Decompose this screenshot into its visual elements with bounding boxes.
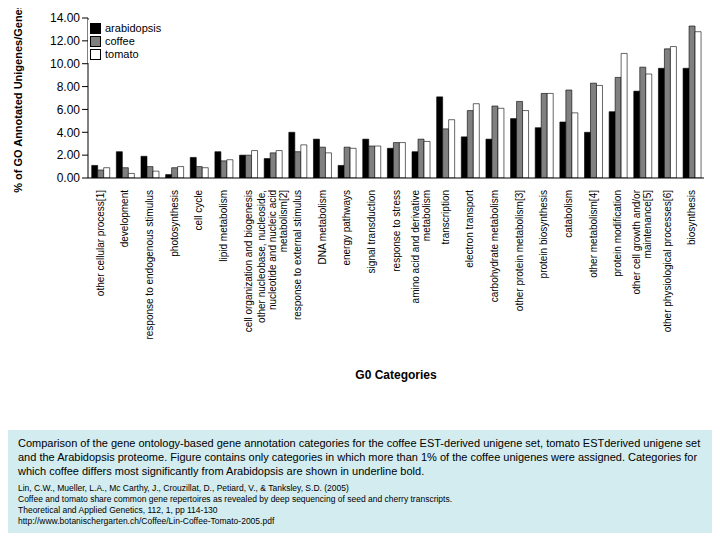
html-text:tomato: tomato xyxy=(105,48,139,60)
svg-text:14.00: 14.00 xyxy=(50,11,80,25)
svg-text:G0 Categories: G0 Categories xyxy=(355,368,437,382)
html-text:Theoretical and Applied Geneti: Theoretical and Applied Genetics, 112, 1… xyxy=(18,505,218,515)
svg-text:6.00: 6.00 xyxy=(57,103,81,117)
svg-text:cell organization and biogenes: cell organization and biogenesis xyxy=(243,190,254,332)
svg-text:amino acid and derivativemetab: amino acid and derivativemetabolism xyxy=(410,190,432,304)
svg-text:other physiological processes[: other physiological processes[6] xyxy=(662,190,673,333)
svg-text:protein biosynthesis: protein biosynthesis xyxy=(538,190,549,278)
html-text:http://www.botanischergarten.c: http://www.botanischergarten.ch/Coffee/L… xyxy=(18,516,275,526)
svg-text:carbohydrate metabolism: carbohydrate metabolism xyxy=(489,190,500,302)
html-text:Lin, C.W., Mueller, L.A., Mc C: Lin, C.W., Mueller, L.A., Mc Carthy, J.,… xyxy=(18,483,349,493)
html-text:coffee: coffee xyxy=(105,35,135,47)
svg-text:electron transport: electron transport xyxy=(464,190,475,268)
svg-text:8.00: 8.00 xyxy=(57,80,81,94)
svg-text:response to external stimulus: response to external stimulus xyxy=(292,190,303,320)
svg-text:4.00: 4.00 xyxy=(57,126,81,140)
svg-text:0.00: 0.00 xyxy=(57,171,81,185)
svg-text:transcription: transcription xyxy=(440,190,451,244)
svg-text:cell cycle: cell cycle xyxy=(193,190,204,231)
svg-text:other metabolism[4]: other metabolism[4] xyxy=(588,190,599,278)
svg-text:response to endogenous stimulu: response to endogenous stimulus xyxy=(144,190,155,340)
svg-text:other nucleobase, nucleoside,n: other nucleobase, nucleoside,nucleotide … xyxy=(256,190,289,323)
svg-text:% of GO Annotated Unigenes/Gen: % of GO Annotated Unigenes/Genes xyxy=(12,8,24,193)
svg-text:10.00: 10.00 xyxy=(50,57,80,71)
html-text:Coffee and tomato share common: Coffee and tomato share common gene repe… xyxy=(18,494,453,504)
svg-text:other protein metabolism[3]: other protein metabolism[3] xyxy=(514,190,525,311)
svg-text:protein modification: protein modification xyxy=(612,190,623,277)
svg-text:catabolism: catabolism xyxy=(563,190,574,238)
svg-text:biosynthesis: biosynthesis xyxy=(686,190,697,245)
svg-text:signal transduction: signal transduction xyxy=(366,190,377,273)
svg-text:DNA metabolism: DNA metabolism xyxy=(317,190,328,264)
html-text:Comparison of the gene ontolog: Comparison of the gene ontology-based ge… xyxy=(18,437,701,477)
html-text:arabidopsis: arabidopsis xyxy=(105,22,162,34)
svg-text:other cell growth and/ormainte: other cell growth and/ormaintenance[5] xyxy=(631,189,653,294)
svg-text:lipid metabolism: lipid metabolism xyxy=(218,190,229,262)
svg-text:12.00: 12.00 xyxy=(50,34,80,48)
svg-text:response to stress: response to stress xyxy=(391,190,402,272)
svg-text:photosynthesis: photosynthesis xyxy=(169,190,180,257)
svg-text:energy pathways: energy pathways xyxy=(341,190,352,266)
svg-text:2.00: 2.00 xyxy=(57,148,81,162)
svg-text:other cellular process[1]: other cellular process[1] xyxy=(95,190,106,296)
svg-text:development: development xyxy=(119,190,130,247)
